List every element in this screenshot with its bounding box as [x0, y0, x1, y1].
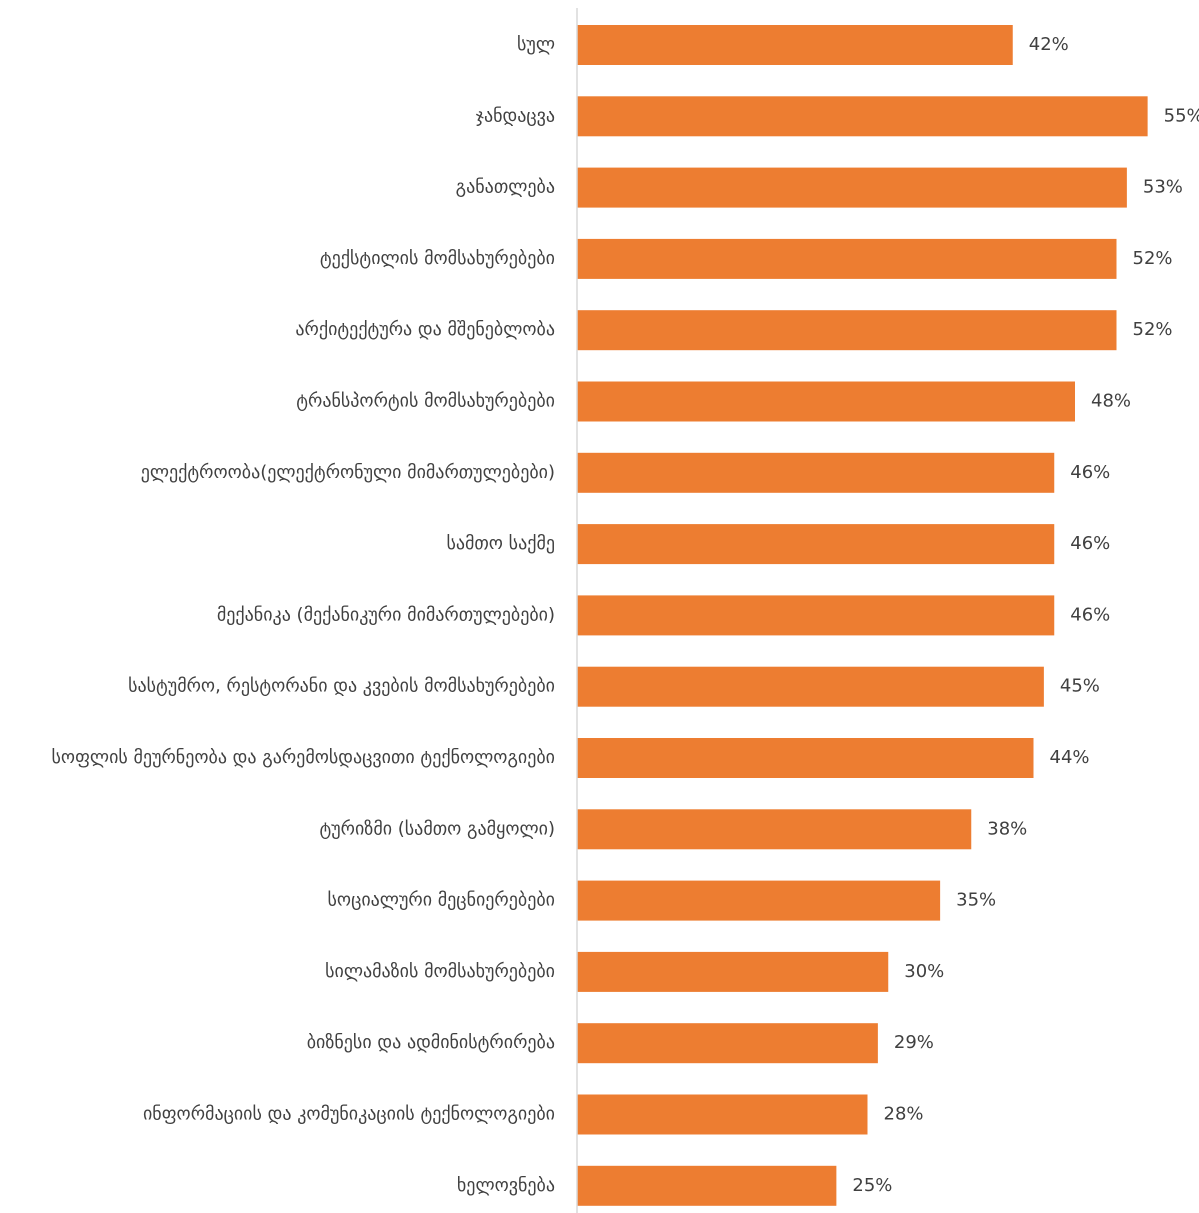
value-labels-layer: 42% 55% 53% 52% 52% 48% 46% 46% 46% 45% 44% 38% 35% 3…: [852, 34, 1199, 1196]
category-label: ტურიზმი (სამთო გამყოლი): [319, 818, 555, 839]
category-label: ელექტროობა(ელექტრონული მიმართულებები): [141, 462, 555, 483]
data-label: 42%: [1029, 34, 1069, 55]
data-label: 25%: [852, 1175, 892, 1196]
data-label: 48%: [1091, 391, 1131, 412]
bar: [577, 238, 1117, 279]
data-label: 52%: [1133, 248, 1173, 269]
data-label: 45%: [1060, 676, 1100, 697]
bar: [577, 666, 1044, 707]
bar: [577, 809, 972, 850]
data-label: 55%: [1164, 105, 1199, 126]
data-label: 46%: [1070, 604, 1110, 625]
data-label: 46%: [1070, 462, 1110, 483]
category-label: მექანიკა (მექანიკური მიმართულებები): [217, 604, 555, 625]
bars-layer: [577, 25, 1148, 1206]
category-labels-layer: სულ ჯანდაცვა განათლება ტექსტილის მომსახურებ…: [52, 34, 555, 1196]
category-label: სოფლის მეურნეობა და გარემოსდაცვითი ტექნო…: [52, 747, 555, 768]
bar: [577, 310, 1117, 351]
data-label: 52%: [1133, 319, 1173, 340]
bar: [577, 880, 941, 921]
bar: [577, 167, 1127, 208]
bar: [577, 524, 1055, 565]
category-label: სამთო საქმე: [446, 533, 555, 554]
bar: [577, 738, 1034, 778]
data-label: 53%: [1143, 177, 1183, 198]
bar: [577, 1165, 837, 1206]
category-label: სილამაზის მომსახურებები: [325, 961, 555, 982]
category-label: განათლება: [456, 177, 555, 198]
category-label: ინფორმაციის და კომუნიკაციის ტექნოლოგიები: [143, 1104, 555, 1125]
category-label: ჯანდაცვა: [476, 105, 555, 126]
category-label: ხელოვნება: [457, 1175, 555, 1196]
category-label: ტექსტილის მომსახურებები: [320, 248, 555, 269]
bar: [577, 452, 1055, 493]
bar: [577, 381, 1075, 422]
data-label: 30%: [904, 961, 944, 982]
data-label: 38%: [987, 818, 1027, 839]
bar: [577, 96, 1148, 137]
bar: [577, 1023, 878, 1064]
bar: [577, 595, 1055, 636]
data-label: 28%: [884, 1104, 924, 1125]
category-label: ბიზნესი და ადმინისტრირება: [307, 1032, 555, 1053]
data-label: 35%: [956, 890, 996, 911]
bar: [577, 1094, 868, 1135]
category-label: სოციალური მეცნიერებები: [328, 890, 555, 911]
category-label: სასტუმრო, რესტორანი და კვების მომსახურებ…: [128, 676, 555, 697]
category-label: ტრანსპორტის მომსახურებები: [296, 391, 555, 412]
category-label: არქიტექტურა და მშენებლობა: [295, 319, 555, 340]
data-label: 46%: [1070, 533, 1110, 554]
data-label: 29%: [894, 1032, 934, 1053]
bar: [577, 951, 889, 992]
data-label: 44%: [1050, 747, 1090, 768]
category-label: სულ: [517, 34, 555, 55]
bar: [577, 25, 1013, 65]
